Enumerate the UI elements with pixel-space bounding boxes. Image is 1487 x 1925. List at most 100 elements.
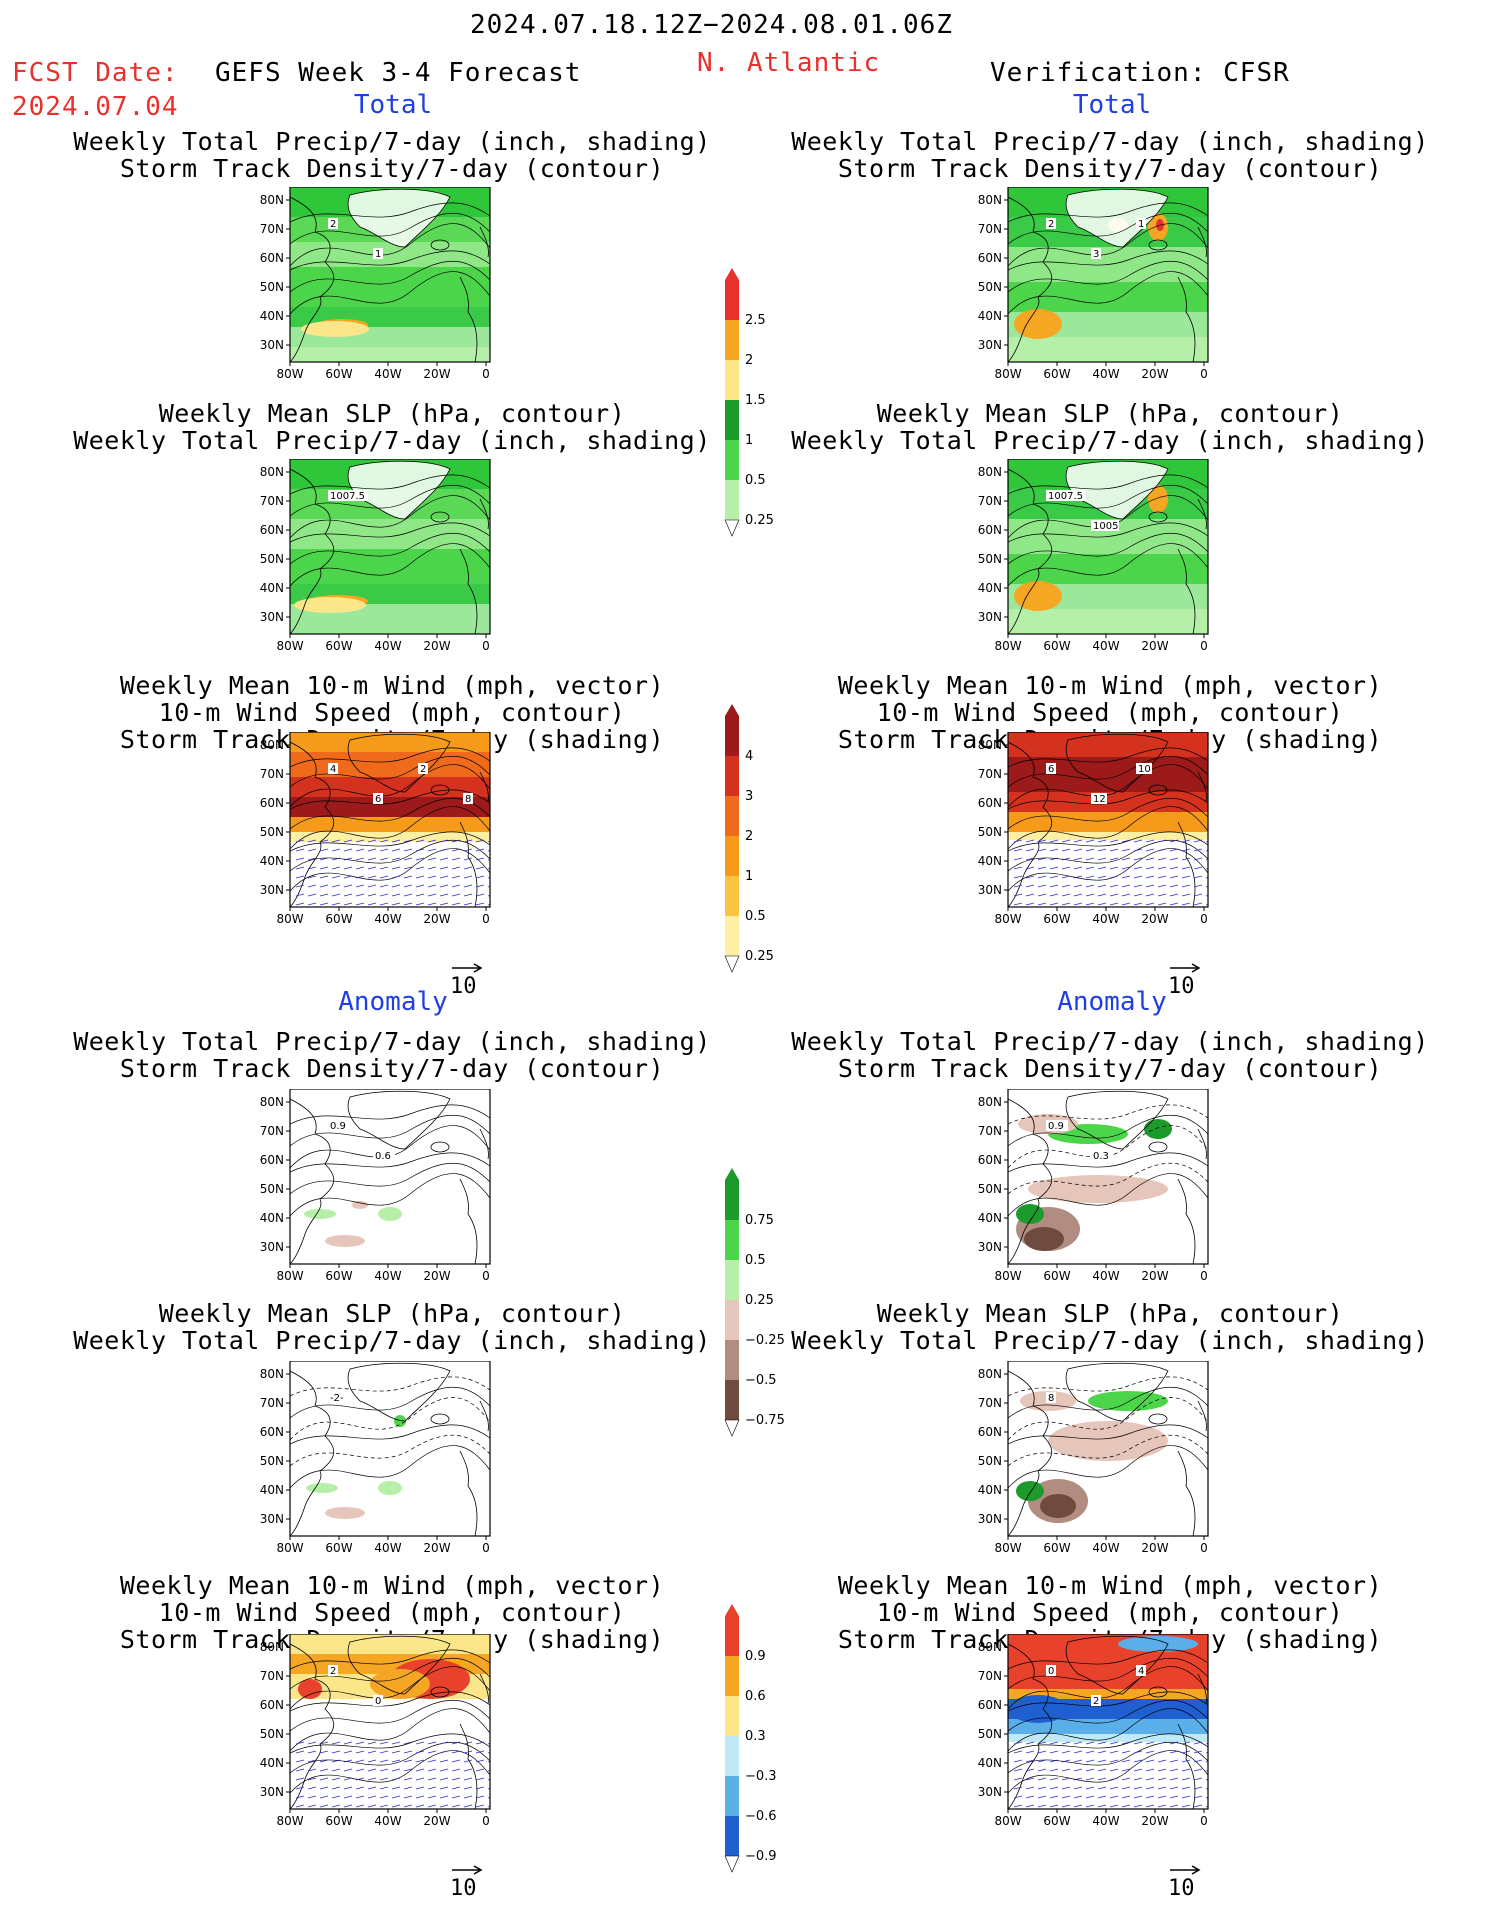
wind-vector [1013, 857, 1023, 861]
wind-vector [379, 884, 389, 888]
wind-vector [475, 1804, 485, 1808]
contour-label: 8 [463, 793, 473, 805]
shading-blob [301, 321, 369, 337]
colorbar-label: 2.5 [745, 313, 766, 328]
wind-vector [1097, 1759, 1107, 1763]
vector-ref-p3-right: 10 [1168, 962, 1202, 999]
wind-vector [307, 857, 317, 861]
lat-tick-label: 60N [260, 796, 284, 810]
colorbar-segment [725, 280, 739, 320]
wind-vector [367, 884, 377, 888]
wind-vector [379, 839, 389, 843]
wind-vector [1205, 904, 1208, 906]
wind-vector [319, 1759, 329, 1763]
wind-vector [1133, 1768, 1143, 1772]
lon-tick-label: 0 [482, 1814, 490, 1828]
lat-tick-label: 40N [260, 854, 284, 868]
wind-vector [1073, 1786, 1083, 1790]
wind-vector [403, 902, 413, 906]
wind-vector [475, 893, 485, 897]
map-frame [1007, 1089, 1209, 1265]
contour-label: 12 [1091, 793, 1107, 805]
colorbar-label: −0.6 [745, 1809, 777, 1824]
wind-vector [1109, 893, 1119, 897]
wind-vector [1073, 875, 1083, 879]
contour-line [290, 1173, 490, 1217]
map-frame [289, 1361, 491, 1537]
wind-vector [319, 857, 329, 861]
wind-vector [1157, 1768, 1167, 1772]
wind-vector [1097, 839, 1107, 843]
shading-band [290, 1361, 490, 1536]
wind-vector [391, 884, 401, 888]
wind-vector [451, 902, 461, 906]
map-frame [1007, 1361, 1209, 1537]
map-frame [289, 459, 491, 635]
wind-vector [1157, 884, 1167, 888]
contour-label: 2 [328, 218, 338, 230]
wind-vector [343, 875, 353, 879]
wind-vector [1097, 902, 1107, 906]
lon-tick-label: 60W [325, 367, 352, 381]
title-p5-left: Weekly Mean SLP (hPa, contour) Weekly Tot… [73, 1299, 711, 1355]
wind-vector [1205, 1770, 1208, 1772]
colorbar-segment [725, 716, 739, 756]
wind-vector [427, 1750, 437, 1754]
wind-vector [1121, 884, 1131, 888]
europe-africa-coast [1177, 771, 1207, 907]
colorbar-label: 1 [745, 433, 753, 448]
shading-blob [1148, 485, 1168, 513]
map-p4R: 0.9 0.3 80N 70N 60N 50N 40N 30N 80W 60W 40W 20W 0 [978, 1089, 1209, 1283]
wind-vector [331, 1741, 341, 1745]
lon-tick-label: 20W [423, 1814, 450, 1828]
wind-vector [295, 866, 305, 870]
wind-vector [1037, 866, 1047, 870]
wind-vector [1025, 884, 1035, 888]
wind-vector [1193, 1786, 1203, 1790]
wind-vector [307, 884, 317, 888]
wind-vector [379, 848, 389, 852]
wind-vector [367, 1795, 377, 1799]
section-anomaly-left: Anomaly [338, 987, 448, 1017]
contour-label: 2 [418, 763, 428, 775]
lat-tick-label: 40N [978, 309, 1002, 323]
wind-vector [307, 893, 317, 897]
vector-ref-p3-left: 10 [450, 962, 484, 999]
wind-vector [1037, 1795, 1047, 1799]
wind-vector [1133, 857, 1143, 861]
contour-line [1008, 271, 1208, 315]
shading-blob [294, 597, 366, 613]
lon-tick-label: 40W [1092, 912, 1119, 926]
contour-label: 2 [1046, 218, 1056, 230]
contour-line [290, 1386, 490, 1419]
contour-line [1008, 1376, 1208, 1397]
lat-tick-label: 40N [978, 581, 1002, 595]
wind-vector [331, 1759, 341, 1763]
svg-text:0.6: 0.6 [375, 1151, 391, 1162]
wind-vector [331, 848, 341, 852]
lat-tick-label: 60N [978, 1425, 1002, 1439]
wind-vector [1073, 902, 1083, 906]
wind-vector [451, 875, 461, 879]
wind-vector [355, 1777, 365, 1781]
colorbar-segment [725, 756, 739, 796]
contour-label: 8 [1046, 1392, 1056, 1404]
wind-vector [439, 866, 449, 870]
lon-tick-label: 0 [482, 1269, 490, 1283]
wind-vector [1193, 1759, 1203, 1763]
wind-vector [1097, 866, 1107, 870]
contour-line [1008, 755, 1208, 788]
wind-vector [319, 866, 329, 870]
shading-band [290, 1699, 490, 1809]
wind-vector [1085, 1786, 1095, 1790]
wind-vector [1157, 1804, 1167, 1808]
wind-vector [1109, 902, 1119, 906]
lat-tick-label: 80N [260, 1640, 284, 1654]
colorbar-label: −0.3 [745, 1769, 777, 1784]
lon-tick-label: 20W [1141, 912, 1168, 926]
wind-vector [319, 1750, 329, 1754]
shading-blob [1014, 309, 1062, 339]
wind-vector [1073, 1795, 1083, 1799]
wind-vector [319, 1804, 329, 1808]
wind-vector [1205, 1779, 1208, 1781]
